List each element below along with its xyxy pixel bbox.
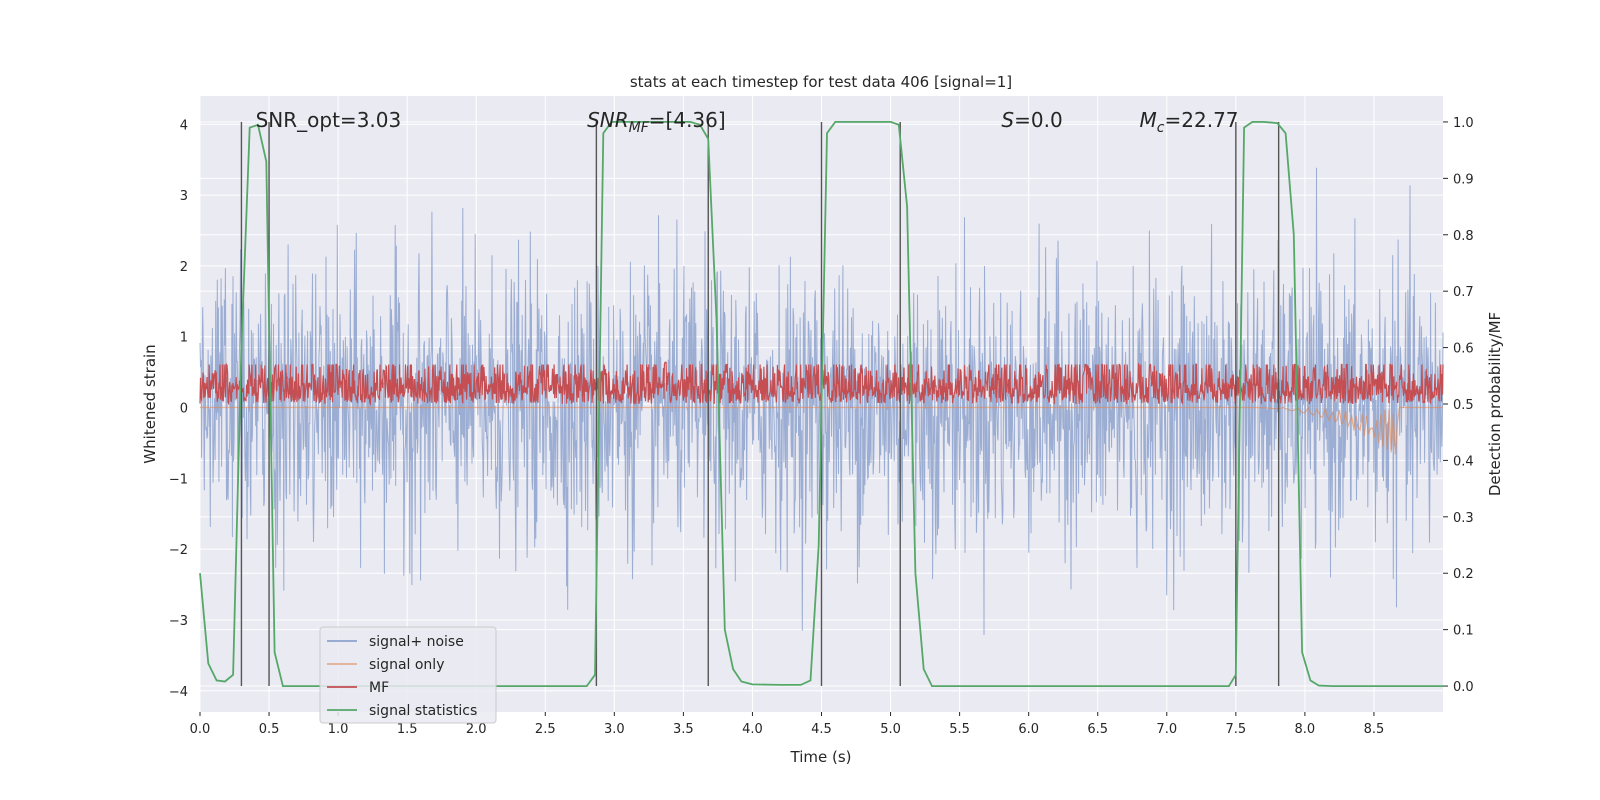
x-tick-label: 6.0 (1018, 722, 1039, 737)
legend: signal+ noise signal only MF signal statist… (319, 626, 497, 724)
x-tick-label: 3.0 (604, 722, 625, 737)
y-left-tick-label: −2 (169, 543, 188, 558)
x-axis-ticks: 0.0 0.5 1.0 1.5 2.0 2.5 3.0 3.5 4.0 4.5 5.0 5.5 6.0 6… (190, 712, 1385, 737)
y-left-axis-ticks: −4 −3 −2 −1 0 1 2 3 4 (169, 118, 188, 699)
y-right-tick-label: 0.8 (1453, 229, 1474, 244)
x-tick-label: 8.0 (1295, 722, 1316, 737)
x-axis-label: Time (s) (790, 748, 852, 766)
x-tick-label: 6.5 (1087, 722, 1108, 737)
y-left-tick-label: −4 (169, 685, 188, 700)
y-right-axis-ticks: 0.0 0.1 0.2 0.3 0.4 0.5 0.6 0.7 0.8 0.9 1.0 (1443, 116, 1474, 695)
legend-box (319, 626, 497, 724)
annotation: S=0.0 (1001, 108, 1062, 132)
x-tick-label: 3.5 (673, 722, 694, 737)
x-tick-label: 4.0 (742, 722, 763, 737)
legend-label: signal statistics (369, 703, 477, 719)
legend-label: MF (369, 680, 389, 696)
y-right-tick-label: 0.6 (1453, 342, 1474, 357)
y-right-axis-label: Detection probability/MF (1486, 312, 1504, 496)
y-right-tick-label: 0.3 (1453, 511, 1474, 526)
y-right-tick-label: 0.4 (1453, 454, 1474, 469)
y-left-axis-label: Whitened strain (141, 344, 159, 463)
x-tick-label: 1.0 (328, 722, 349, 737)
y-left-tick-label: 1 (180, 331, 188, 346)
y-left-tick-label: 2 (180, 260, 188, 275)
annotation: SNRMF=[4.36] (587, 108, 726, 136)
y-left-tick-label: 3 (180, 189, 188, 204)
chart-title: stats at each timestep for test data 406… (630, 73, 1012, 91)
x-tick-label: 5.0 (880, 722, 901, 737)
x-tick-label: 8.5 (1364, 722, 1385, 737)
y-right-tick-label: 0.1 (1453, 624, 1474, 639)
x-tick-label: 1.5 (397, 722, 418, 737)
y-right-tick-label: 0.0 (1453, 680, 1474, 695)
y-right-tick-label: 0.5 (1453, 398, 1474, 413)
y-right-tick-label: 0.7 (1453, 285, 1474, 300)
x-tick-label: 0.5 (259, 722, 280, 737)
legend-label: signal+ noise (369, 634, 464, 650)
x-tick-label: 4.5 (811, 722, 832, 737)
x-tick-label: 7.0 (1156, 722, 1177, 737)
x-tick-label: 2.0 (466, 722, 487, 737)
series-signal-statistics (199, 121, 1443, 687)
y-left-tick-label: −1 (169, 472, 188, 487)
y-right-tick-label: 0.9 (1453, 172, 1474, 187)
annotation: Mc=22.77 (1140, 108, 1239, 136)
annotation: SNR_opt=3.03 (256, 108, 402, 132)
x-tick-label: 2.5 (535, 722, 556, 737)
x-tick-label: 7.5 (1225, 722, 1246, 737)
annotations: SNR_opt=3.03 SNRMF=[4.36] S=0.0 Mc=22.77 (256, 108, 1239, 136)
y-right-tick-label: 0.2 (1453, 567, 1474, 582)
y-left-tick-label: 4 (180, 118, 188, 133)
line-signal-statistics (199, 121, 1443, 687)
legend-label: signal only (369, 657, 444, 673)
x-tick-label: 5.5 (949, 722, 970, 737)
y-left-tick-label: −3 (169, 614, 188, 629)
y-left-tick-label: 0 (180, 402, 188, 417)
y-right-tick-label: 1.0 (1453, 116, 1474, 131)
x-tick-label: 0.0 (190, 722, 211, 737)
